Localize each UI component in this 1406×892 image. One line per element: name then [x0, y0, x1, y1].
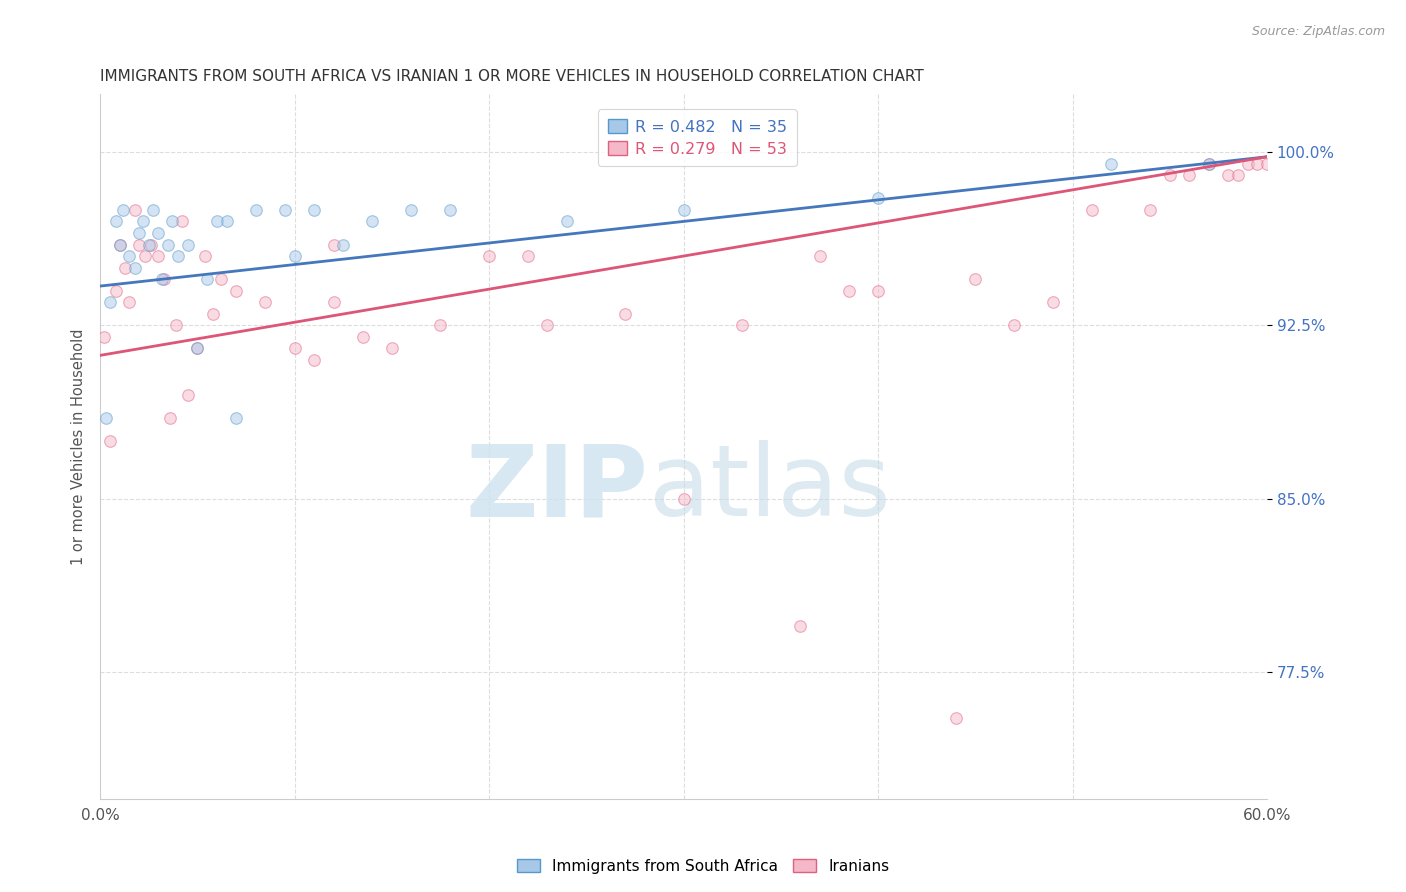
Point: [160, 214, 183, 228]
Legend: Immigrants from South Africa, Iranians: Immigrants from South Africa, Iranians: [510, 853, 896, 880]
Point: [1246, 157, 1268, 171]
Point: [157, 237, 180, 252]
Point: [93, 330, 115, 344]
Point: [302, 353, 325, 368]
Point: [945, 711, 967, 725]
Point: [401, 202, 423, 217]
Point: [322, 295, 344, 310]
Point: [1081, 202, 1104, 217]
Point: [170, 214, 193, 228]
Point: [789, 618, 811, 632]
Text: atlas: atlas: [648, 441, 890, 537]
Point: [965, 272, 987, 286]
Point: [165, 318, 187, 333]
Point: [322, 237, 344, 252]
Point: [1178, 168, 1201, 182]
Point: [112, 202, 135, 217]
Point: [381, 342, 404, 356]
Point: [104, 284, 127, 298]
Point: [808, 249, 831, 263]
Point: [245, 202, 267, 217]
Point: [1139, 202, 1161, 217]
Point: [225, 284, 247, 298]
Point: [98, 434, 121, 448]
Point: [1216, 168, 1239, 182]
Point: [225, 410, 247, 425]
Point: [439, 202, 461, 217]
Point: [284, 342, 307, 356]
Point: [429, 318, 451, 333]
Point: [332, 237, 354, 252]
Point: [614, 307, 637, 321]
Point: [148, 249, 170, 263]
Point: [274, 202, 297, 217]
Point: [153, 272, 176, 286]
Point: [1198, 157, 1220, 171]
Point: [138, 237, 160, 252]
Point: [167, 249, 190, 263]
Point: [176, 237, 198, 252]
Point: [555, 214, 578, 228]
Point: [352, 330, 374, 344]
Text: IMMIGRANTS FROM SOUTH AFRICA VS IRANIAN 1 OR MORE VEHICLES IN HOUSEHOLD CORRELAT: IMMIGRANTS FROM SOUTH AFRICA VS IRANIAN …: [100, 69, 924, 84]
Point: [114, 260, 136, 275]
Point: [150, 272, 173, 286]
Point: [176, 387, 198, 401]
Point: [124, 260, 146, 275]
Point: [731, 318, 754, 333]
Point: [536, 318, 558, 333]
Point: [159, 410, 181, 425]
Legend: R = 0.482   N = 35, R = 0.279   N = 53: R = 0.482 N = 35, R = 0.279 N = 53: [598, 110, 797, 166]
Point: [209, 272, 232, 286]
Point: [478, 249, 501, 263]
Point: [148, 226, 170, 240]
Point: [1042, 295, 1064, 310]
Text: ZIP: ZIP: [465, 441, 648, 537]
Point: [302, 202, 325, 217]
Point: [1002, 318, 1025, 333]
Point: [194, 249, 217, 263]
Text: Source: ZipAtlas.com: Source: ZipAtlas.com: [1251, 25, 1385, 38]
Point: [868, 284, 890, 298]
Point: [1159, 168, 1181, 182]
Point: [1236, 157, 1258, 171]
Point: [205, 214, 228, 228]
Point: [128, 237, 150, 252]
Point: [1198, 157, 1220, 171]
Point: [142, 202, 165, 217]
Point: [98, 295, 121, 310]
Point: [134, 249, 156, 263]
Point: [118, 249, 141, 263]
Point: [201, 307, 224, 321]
Y-axis label: 1 or more Vehicles in Household: 1 or more Vehicles in Household: [72, 328, 86, 565]
Point: [108, 237, 131, 252]
Point: [517, 249, 540, 263]
Point: [361, 214, 384, 228]
Point: [104, 214, 127, 228]
Point: [139, 237, 162, 252]
Point: [838, 284, 860, 298]
Point: [132, 214, 155, 228]
Point: [672, 491, 695, 506]
Point: [1101, 157, 1123, 171]
Point: [128, 226, 150, 240]
Point: [1256, 157, 1278, 171]
Point: [672, 202, 695, 217]
Point: [186, 342, 208, 356]
Point: [108, 237, 131, 252]
Point: [1226, 168, 1249, 182]
Point: [94, 410, 117, 425]
Point: [195, 272, 218, 286]
Point: [868, 191, 890, 205]
Point: [284, 249, 307, 263]
Point: [124, 202, 146, 217]
Point: [186, 342, 208, 356]
Point: [254, 295, 277, 310]
Point: [215, 214, 238, 228]
Point: [118, 295, 141, 310]
